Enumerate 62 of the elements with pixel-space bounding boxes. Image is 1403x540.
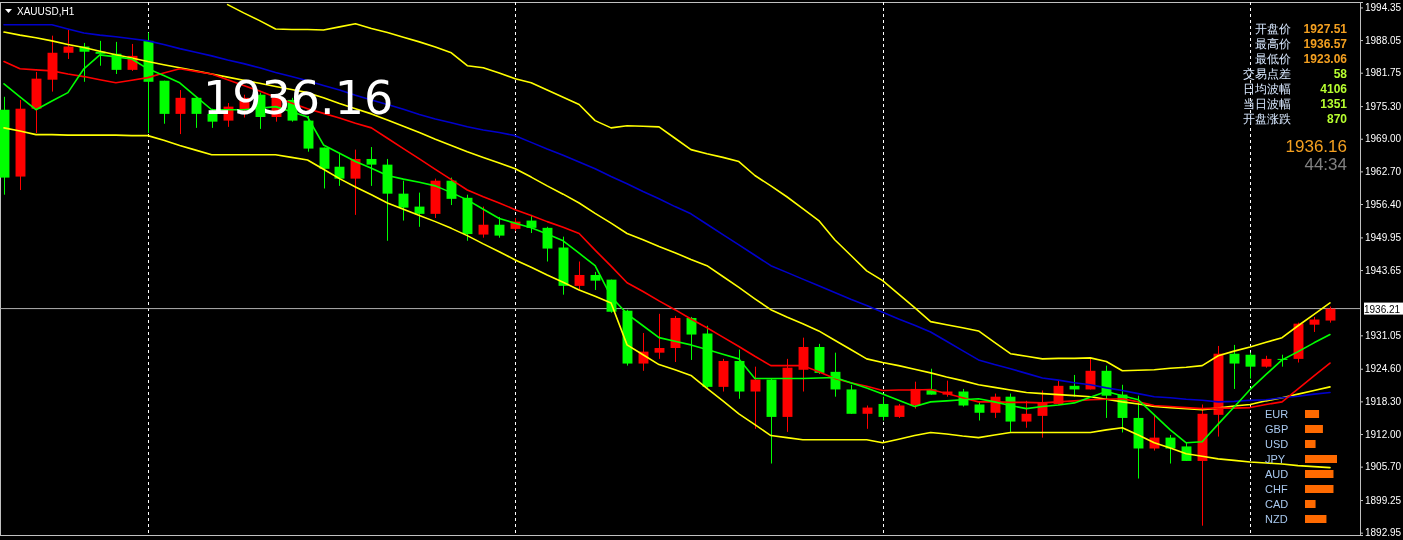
annotation: 58 [1333,67,1348,81]
annotation: 日均波幅 [1243,82,1291,96]
candlestick [590,271,601,291]
y-tick-label: 1892.95 [1365,527,1402,539]
bar [1305,455,1337,463]
y-tick-label: 1943.65 [1365,264,1402,276]
annotation: 1936.16 [1285,137,1347,156]
y-tick-label: 1905.70 [1365,461,1402,473]
bar [1305,470,1334,478]
annotation: 当日波幅 [1243,97,1291,111]
y-tick-label: AUD [1265,468,1289,480]
annotation: 4106 [1320,82,1348,96]
y-tick-label: 1981.75 [1365,67,1402,79]
annotation: 1923.06 [1303,52,1348,66]
y-tick-label: NZD [1265,513,1288,525]
annotation: 1927.51 [1303,22,1348,36]
bar [1305,500,1316,508]
candlestick [494,216,505,239]
y-tick-label: 1975.30 [1365,100,1402,112]
y-tick-label: 1912.00 [1365,428,1402,440]
candlestick [1229,344,1240,390]
y-tick-label: 1988.05 [1365,34,1402,46]
candlestick [878,396,889,422]
candlestick [654,313,665,360]
bar [1305,425,1323,433]
candlestick [574,261,585,291]
y-tick-label: CAD [1265,498,1289,510]
annotation: 最高价 [1255,37,1291,51]
chart-title: XAUUSD,H1 [17,6,75,17]
bar [1305,485,1334,493]
candlestick [750,366,761,430]
y-tick-label: 1962.70 [1365,166,1402,178]
ref-line-label: 1936.21 [1364,303,1401,315]
y-tick-label: EUR [1265,408,1289,420]
y-tick-label: 1899.25 [1365,494,1402,506]
candlestick [366,146,377,187]
y-tick-label: 1994.35 [1365,2,1402,14]
annotation: 44:34 [1304,155,1347,174]
candlestick [478,206,489,239]
y-tick-label: 1931.05 [1365,330,1402,342]
y-tick-label: GBP [1265,423,1289,435]
annotation: 最低价 [1255,52,1291,66]
y-tick-label: 1969.00 [1365,133,1402,145]
y-tick-label: 1918.30 [1365,396,1402,408]
annotation: 1351 [1320,97,1348,111]
bar [1305,515,1327,523]
y-tick-label: 1956.40 [1365,198,1402,210]
y-tick-label: 1949.95 [1365,232,1402,244]
annotation: 870 [1326,112,1348,126]
y-tick-label: CHF [1265,483,1288,495]
y-tick-label: 1924.60 [1365,363,1402,375]
annotation: 交易点差 [1243,67,1291,81]
y-tick-label: JPY [1265,453,1286,465]
candlestick [175,89,186,135]
bar [1305,440,1316,448]
annotation: 开盘涨跌 [1243,112,1291,126]
candlestick [1245,352,1256,380]
y-tick-label: USD [1265,438,1289,450]
candlestick [974,401,985,422]
annotation: 1936.57 [1303,37,1348,51]
bar [1305,410,1320,418]
annotation: 开盘价 [1255,22,1291,36]
